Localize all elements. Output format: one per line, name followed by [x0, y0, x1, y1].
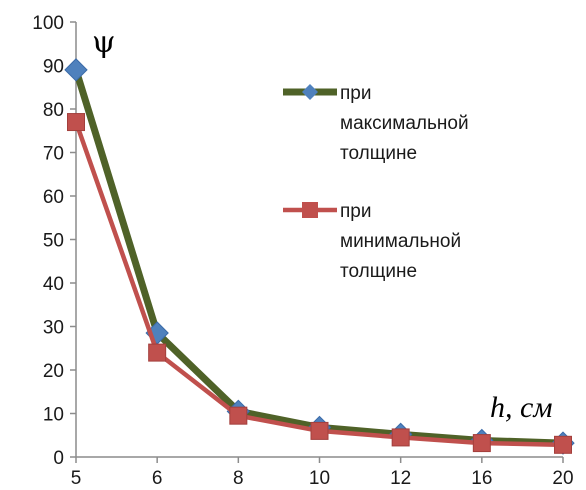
legend-marker-square: [302, 202, 318, 218]
x-tick-label: 5: [71, 468, 82, 489]
legend: при максимальной толщине при минимальной толщ…: [283, 83, 469, 282]
legend-label-line: толщине: [340, 261, 417, 282]
y-tick-label: 100: [32, 13, 64, 34]
legend-entry-2: при минимальной толщине: [283, 201, 461, 282]
y-tick-label: 0: [53, 448, 64, 469]
data-point-square: [229, 406, 248, 425]
y-tick-label: 70: [43, 144, 64, 165]
x-tick-label: 6: [152, 468, 163, 489]
y-ticks: 0 10 20 30 40 50 60 70 80 90 100: [32, 13, 76, 469]
y-tick-label: 80: [43, 100, 64, 121]
data-point-diamond: [64, 58, 88, 82]
legend-label-line: толщине: [340, 143, 417, 164]
legend-marker-diamond: [302, 84, 318, 100]
legend-entry-1: при максимальной толщине: [283, 83, 469, 164]
y-tick-label: 40: [43, 274, 64, 295]
x-tick-label: 16: [471, 468, 492, 489]
x-axis-label: h, см: [490, 391, 552, 424]
data-point-square: [67, 113, 85, 132]
data-point-square: [310, 421, 329, 440]
data-point-square: [554, 435, 572, 454]
y-tick-label: 90: [43, 57, 64, 78]
series-line: [72, 68, 564, 447]
y-tick-label: 10: [43, 405, 64, 426]
data-point-square: [391, 428, 410, 447]
legend-label-line: при: [340, 201, 371, 222]
legend-label-line: при: [340, 83, 371, 104]
series-layer: [64, 58, 575, 455]
x-tick-label: 8: [233, 468, 244, 489]
x-tick-label: 20: [552, 468, 573, 489]
data-point-square: [148, 343, 167, 362]
legend-label-line: максимальной: [340, 113, 469, 134]
series-2: [67, 113, 572, 454]
legend-label-line: минимальной: [340, 231, 461, 252]
x-tick-label: 12: [390, 468, 411, 489]
y-tick-label: 30: [43, 318, 64, 339]
y-tick-label: 60: [43, 187, 64, 208]
x-tick-label: 10: [309, 468, 330, 489]
x-ticks: 5 6 8 10 12 16 20: [71, 457, 574, 489]
data-point-square: [472, 434, 491, 453]
y-tick-label: 50: [43, 231, 64, 252]
y-tick-label: 20: [43, 361, 64, 382]
y-axis-label: ψ: [92, 25, 116, 60]
